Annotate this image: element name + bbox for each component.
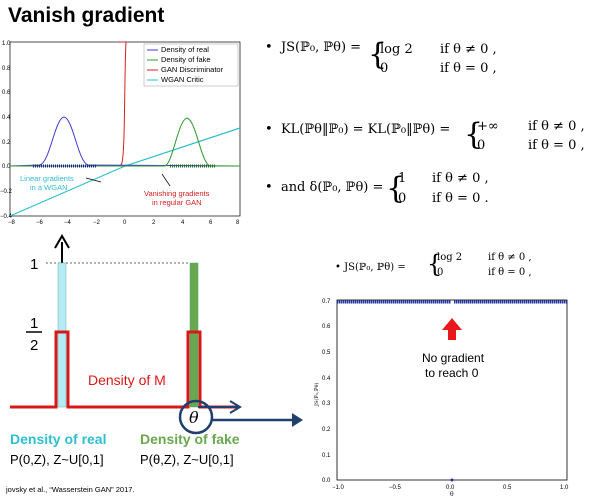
connector-arrow-icon bbox=[292, 413, 303, 427]
density-m-line bbox=[10, 330, 238, 409]
x-tick: 0 bbox=[123, 220, 127, 226]
x-tick: 2 bbox=[152, 220, 156, 226]
x-tick: −4 bbox=[64, 220, 72, 226]
x-axis-arrow-icon bbox=[229, 400, 242, 414]
annotation-arrow-vanishing bbox=[161, 173, 171, 187]
y-tick: 0.0 bbox=[2, 164, 11, 170]
density-diagram: θ 1 1 2 Density of M Density of real P(0… bbox=[10, 234, 303, 467]
fake-density-bar bbox=[189, 262, 199, 408]
js2-row2-val: 0 bbox=[437, 267, 444, 278]
top-chart-y-ticks: 1.0 0.8 0.6 0.4 0.2 0.0 −0.2 −0.4 bbox=[0, 41, 13, 220]
y-tick: 0.4 bbox=[2, 115, 11, 121]
label-half-num: 1 bbox=[30, 315, 38, 332]
delta-row2-cond: if θ = 0 . bbox=[432, 191, 489, 206]
delta-row1-cond: if θ ≠ 0 , bbox=[432, 171, 489, 186]
svg-text:0.3: 0.3 bbox=[322, 401, 331, 407]
page-title: Vanish gradient bbox=[8, 4, 165, 27]
legend-fake: Density of fake bbox=[161, 55, 211, 64]
label-one: 1 bbox=[30, 256, 38, 273]
y-tick: 1.0 bbox=[2, 41, 11, 47]
legend-gan: GAN Discriminator bbox=[161, 65, 224, 74]
kl-row1-cond: if θ ≠ 0 , bbox=[528, 119, 585, 134]
bottom-chart-x-ticks: −1.0 −0.5 0.0 0.5 1.0 bbox=[332, 485, 569, 491]
up-arrow-icon bbox=[442, 318, 462, 340]
x-tick: 6 bbox=[209, 220, 213, 226]
top-density-chart: 1.0 0.8 0.6 0.4 0.2 0.0 −0.2 −0.4 −8 −6 … bbox=[0, 41, 241, 226]
y-tick: −0.2 bbox=[0, 189, 13, 195]
label-half-den: 2 bbox=[30, 337, 38, 354]
x-tick: 8 bbox=[236, 220, 240, 226]
annotation-arrow-linear bbox=[85, 177, 102, 183]
js-divergence-chart: 0.7 0.6 0.5 0.4 0.3 0.2 0.1 0.0 −1.0 −0.… bbox=[313, 299, 569, 496]
bottom-chart-y-ticks: 0.7 0.6 0.5 0.4 0.3 0.2 0.1 0.0 bbox=[322, 299, 331, 484]
svg-text:−1.0: −1.0 bbox=[332, 485, 345, 491]
js-row1-val: log 2 bbox=[380, 42, 413, 57]
svg-text:0.0: 0.0 bbox=[322, 478, 331, 484]
bottom-chart-y-label: JS(ℙ₀,ℙθ) bbox=[313, 382, 320, 407]
js-row1-cond: if θ ≠ 0 , bbox=[440, 42, 497, 57]
fake-density-curve bbox=[10, 117, 240, 167]
legend-wgan: WGAN Critic bbox=[161, 75, 204, 84]
annotation-vanishing-1: Vanishing gradients bbox=[144, 189, 210, 198]
x-tick: −6 bbox=[36, 220, 44, 226]
equation-delta: • and δ(ℙ₀, ℙθ) = bbox=[265, 180, 384, 195]
svg-text:0.6: 0.6 bbox=[322, 324, 331, 330]
x-tick: −2 bbox=[93, 220, 101, 226]
svg-text:1.0: 1.0 bbox=[560, 485, 569, 491]
bottom-chart-x-label: θ bbox=[450, 491, 454, 496]
svg-text:0.2: 0.2 bbox=[322, 427, 331, 433]
no-gradient-line1: No gradient bbox=[422, 351, 485, 365]
fake-title: Density of fake bbox=[140, 431, 240, 447]
annotation-linear-1: Linear gradients bbox=[20, 174, 74, 183]
js2-row2-cond: if θ = 0 , bbox=[488, 267, 532, 278]
y-tick: 0.2 bbox=[2, 140, 11, 146]
svg-text:−0.5: −0.5 bbox=[389, 485, 402, 491]
kl-row2-val: 0 bbox=[477, 138, 486, 153]
svg-text:0.5: 0.5 bbox=[322, 350, 331, 356]
svg-text:0.4: 0.4 bbox=[322, 376, 331, 382]
svg-text:0.0: 0.0 bbox=[446, 485, 455, 491]
svg-text:0.1: 0.1 bbox=[322, 453, 331, 459]
js2-row1-val: log 2 bbox=[437, 252, 463, 263]
js-row2-cond: if θ = 0 , bbox=[440, 61, 497, 76]
no-gradient-line2: to reach 0 bbox=[425, 366, 479, 380]
y-tick: −0.4 bbox=[0, 214, 13, 220]
annotation-linear-2: in a WGAN bbox=[30, 183, 68, 192]
theta-circle bbox=[178, 399, 214, 435]
real-sub: P(0,Z), Z~U[0,1] bbox=[10, 452, 104, 467]
y-tick: 0.6 bbox=[2, 90, 11, 96]
delta-row1-val: 1 bbox=[398, 171, 407, 186]
real-density-bar bbox=[57, 262, 67, 408]
equation-js: • JS(ℙ₀, ℙθ) = bbox=[265, 40, 362, 55]
x-tick: 4 bbox=[181, 220, 185, 226]
real-density-curve bbox=[9, 116, 241, 167]
theta-label: θ bbox=[189, 408, 199, 427]
real-title: Density of real bbox=[10, 431, 106, 447]
kl-row2-cond: if θ = 0 , bbox=[528, 138, 585, 153]
equation-js-small: • JS(ℙ₀, ℙθ) = bbox=[335, 262, 406, 273]
delta-row2-val: 0 bbox=[398, 191, 407, 206]
svg-text:0.7: 0.7 bbox=[322, 299, 331, 305]
equation-kl: • KL(ℙθ‖ℙ₀) = KL(ℙ₀‖ℙθ) = bbox=[265, 122, 451, 137]
density-m-label: Density of M bbox=[88, 372, 166, 388]
js-row2-val: 0 bbox=[380, 61, 389, 76]
js2-row1-cond: if θ ≠ 0 , bbox=[488, 252, 532, 263]
legend-real: Density of real bbox=[161, 45, 209, 54]
y-axis-arrow-icon bbox=[54, 234, 70, 249]
citation: jovsky et al., “Wasserstein GAN” 2017. bbox=[6, 485, 135, 494]
y-tick: 0.8 bbox=[2, 66, 11, 72]
top-chart-legend bbox=[143, 43, 239, 87]
fake-sub: P(θ,Z), Z~U[0,1] bbox=[140, 452, 234, 467]
kl-row1-val: +∞ bbox=[477, 119, 499, 134]
js-zero-point bbox=[450, 478, 454, 482]
x-tick: −8 bbox=[8, 220, 16, 226]
top-chart-x-ticks: −8 −6 −4 −2 0 2 4 6 8 bbox=[8, 220, 240, 226]
annotation-vanishing-2: in regular GAN bbox=[152, 198, 202, 207]
svg-text:0.5: 0.5 bbox=[503, 485, 512, 491]
